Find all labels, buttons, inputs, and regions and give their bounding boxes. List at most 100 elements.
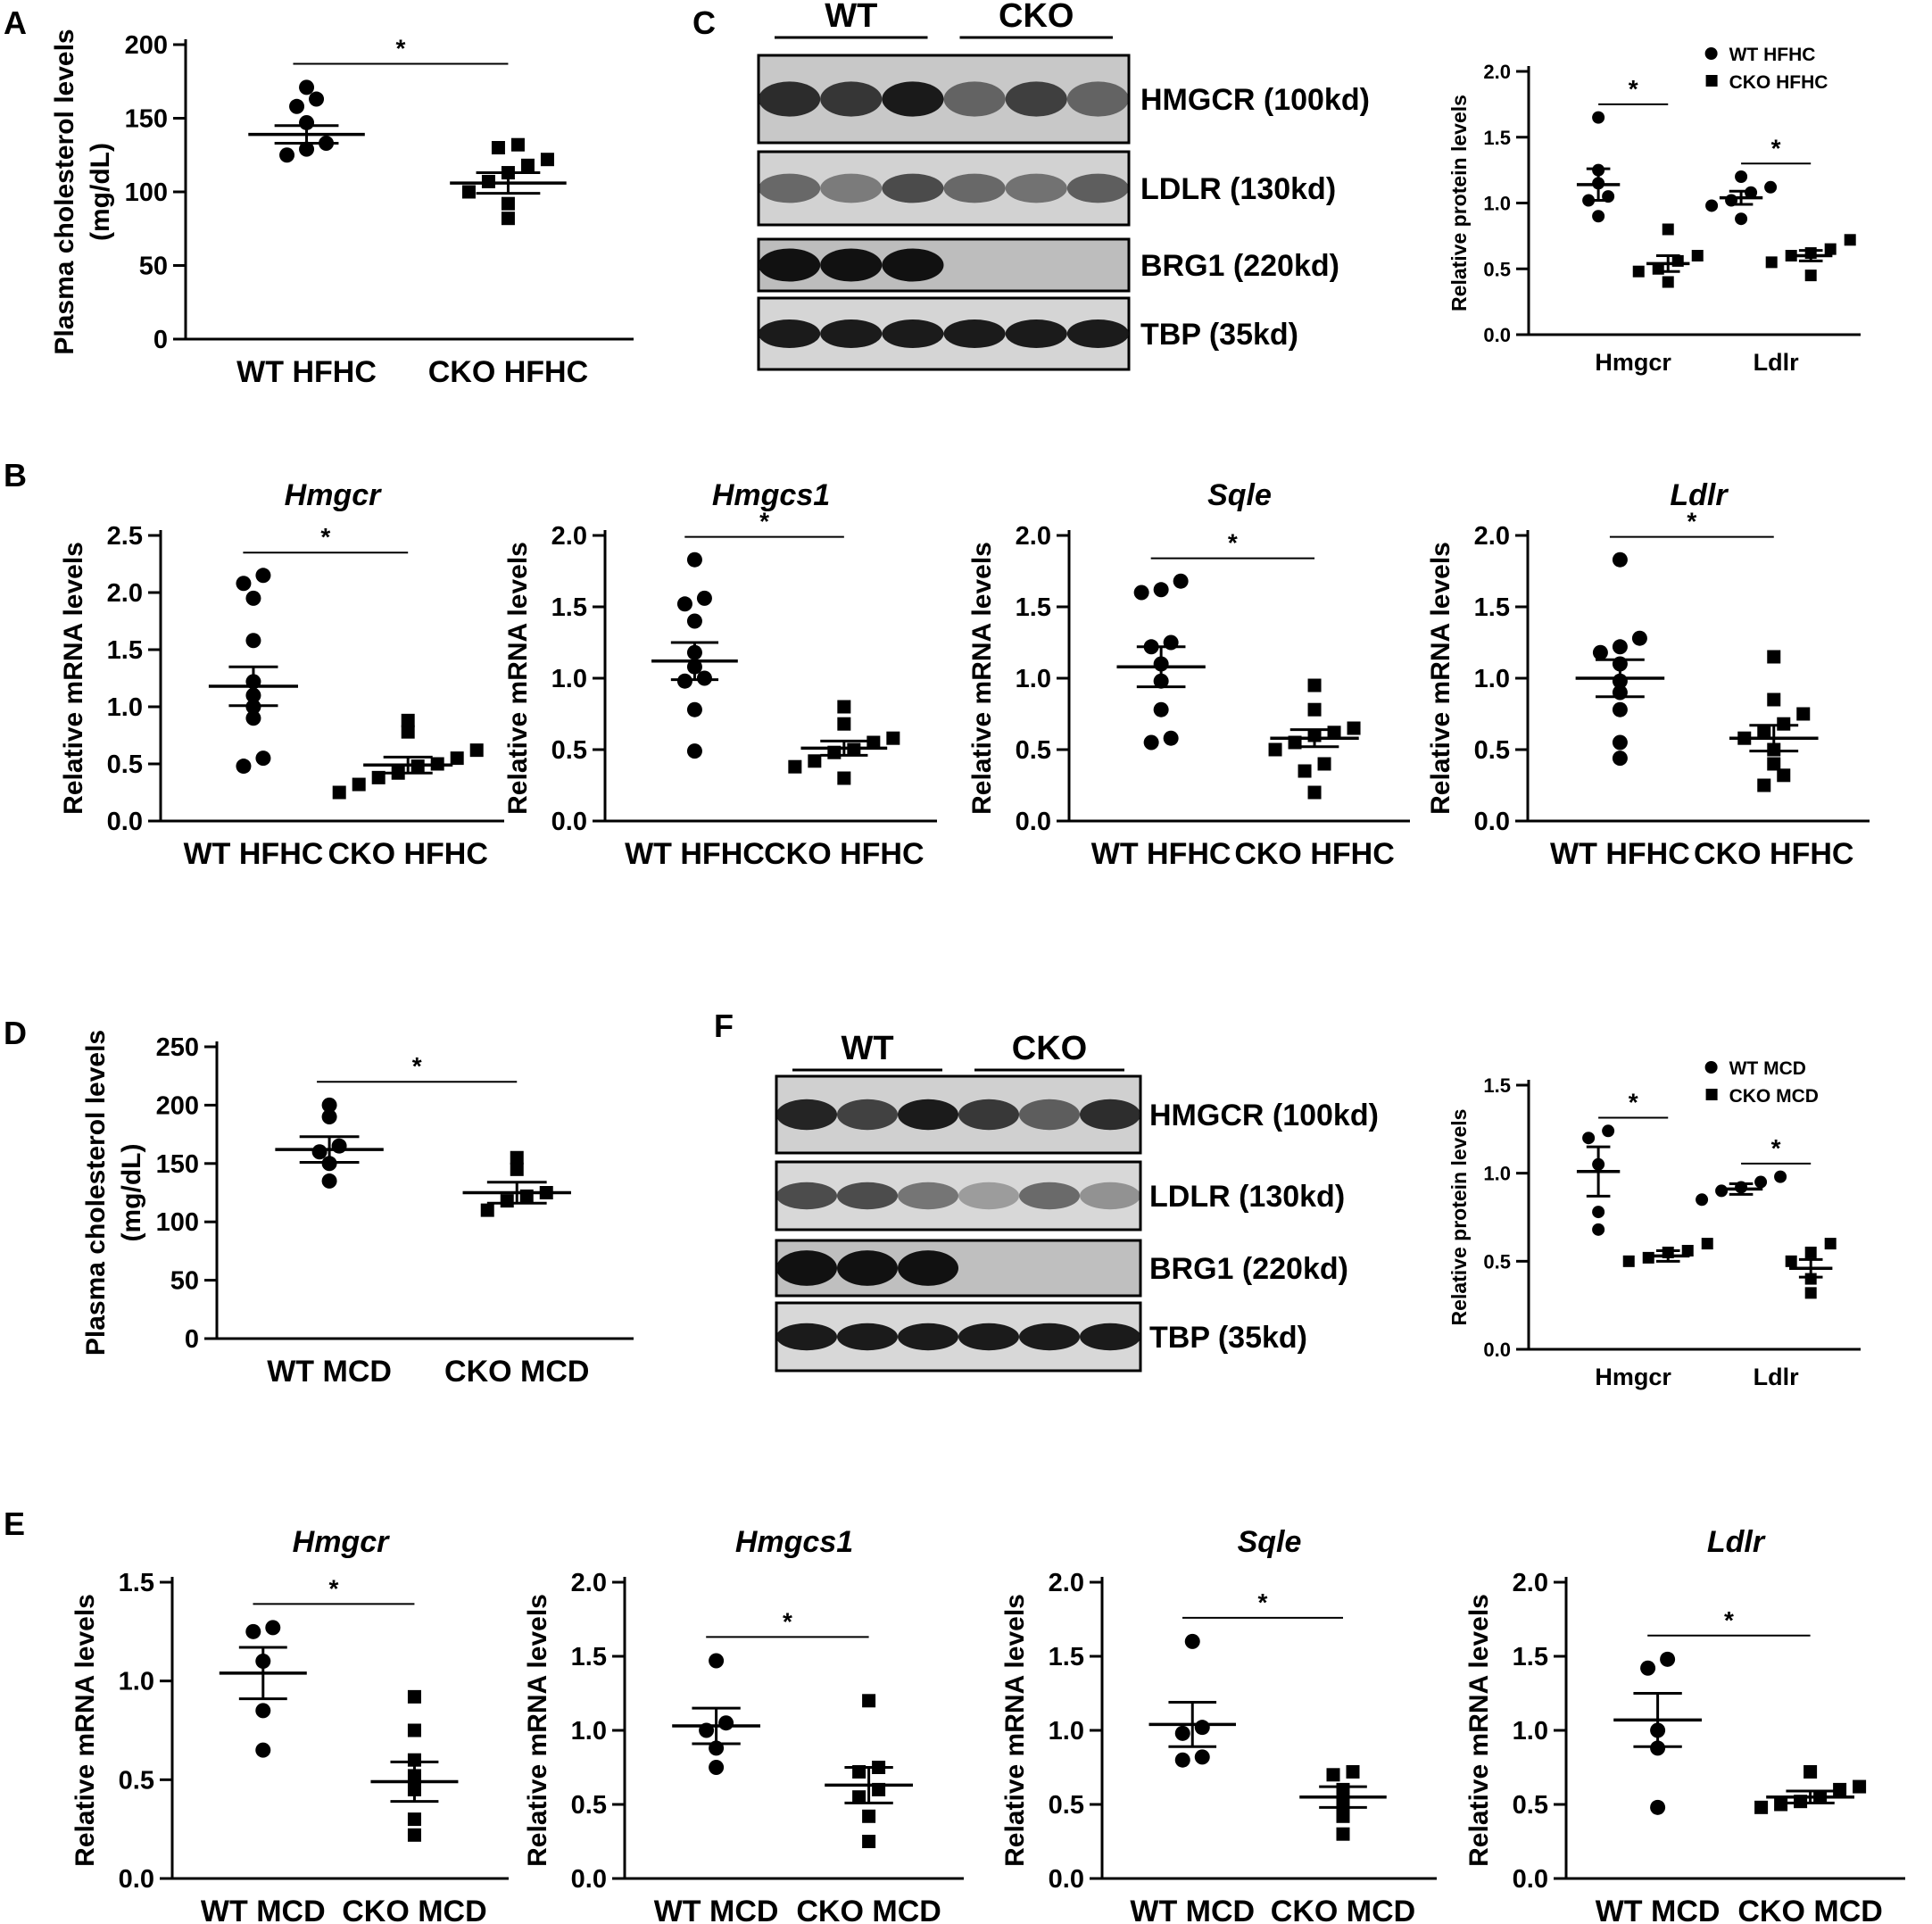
chart-title: Hmgcs1 <box>735 1525 853 1559</box>
data-point-square <box>407 1812 421 1827</box>
data-point-square <box>886 731 900 745</box>
blot-row-label: LDLR (130kd) <box>1149 1180 1345 1214</box>
significance-star: * <box>329 1574 339 1602</box>
blot-band <box>943 81 1006 117</box>
y-tick-label: 50 <box>139 253 168 281</box>
y-tick-label: 1.0 <box>1049 1717 1084 1746</box>
data-point-circle <box>686 701 702 717</box>
data-point-circle <box>265 1620 281 1636</box>
data-point-circle <box>1735 170 1748 183</box>
data-point-square <box>510 137 525 152</box>
x-category-label: CKO MCD <box>342 1895 486 1924</box>
chart-title: Ldlr <box>1670 478 1729 512</box>
data-point-square <box>1777 768 1791 783</box>
y-tick-label: 1.0 <box>1483 1163 1511 1185</box>
blot-band <box>898 1099 958 1131</box>
data-point-square <box>401 725 415 739</box>
chart-b2: 0.0 0.5 1.0 1.5 2.0 Relative mRNA levels Hmgcs… <box>503 478 937 871</box>
x-category-label: Ldlr <box>1754 1364 1799 1390</box>
lane-label: WT <box>825 0 877 35</box>
data-point-square <box>1691 250 1704 261</box>
data-point-circle <box>686 613 702 629</box>
chart-title: Hmgcr <box>293 1525 390 1559</box>
data-point-circle <box>718 1715 734 1731</box>
lane-label: CKO <box>999 0 1074 35</box>
y-tick-label: 0 <box>185 1325 199 1354</box>
blot-band <box>958 1099 1019 1131</box>
data-point-square <box>1632 265 1645 278</box>
data-point-circle <box>1612 734 1628 751</box>
data-point-circle <box>1592 1223 1605 1236</box>
y-tick-label: 150 <box>125 105 168 134</box>
data-point-square <box>1298 764 1312 778</box>
x-category-label: WT HFHC <box>625 837 765 871</box>
x-category-label: CKO MCD <box>444 1355 589 1389</box>
blot-band <box>1019 1182 1080 1210</box>
data-point-circle <box>1184 1633 1200 1649</box>
data-point-square <box>480 1203 494 1217</box>
y-tick-label: 0.5 <box>107 751 143 779</box>
data-point-circle <box>1143 734 1159 751</box>
legend-label: WT MCD <box>1729 1058 1806 1079</box>
y-tick-label: 0.0 <box>1483 324 1511 346</box>
lane-label: WT <box>841 1030 893 1067</box>
panel-letter-c: C <box>692 4 716 41</box>
x-category-label: Hmgcr <box>1595 1364 1671 1390</box>
y-tick-label: 50 <box>170 1267 199 1296</box>
blot-band <box>882 248 944 282</box>
data-point-square <box>1767 757 1781 771</box>
y-tick-label: 200 <box>125 31 168 60</box>
data-point-square <box>461 185 476 199</box>
significance-star: * <box>783 1607 792 1635</box>
data-point-square <box>1701 1238 1713 1250</box>
data-point-circle <box>255 751 271 767</box>
blot-band <box>1066 173 1129 203</box>
lane-label: CKO <box>1012 1030 1087 1067</box>
blot-row-label: BRG1 (220kd) <box>1140 249 1339 283</box>
y-tick-label: 1.5 <box>571 1643 607 1671</box>
panel-letter-b: B <box>4 457 27 493</box>
blot-band <box>898 1250 958 1286</box>
chart-title: Sqle <box>1207 478 1272 512</box>
data-point-square <box>1754 1800 1769 1814</box>
blot-band <box>1005 319 1067 348</box>
data-point-square <box>407 1828 421 1842</box>
significance-star: * <box>1771 1134 1781 1162</box>
y-tick-label: 2.5 <box>107 522 143 551</box>
data-point-circle <box>709 1760 725 1775</box>
data-point-square <box>332 785 346 800</box>
x-category-label: WT HFHC <box>236 355 377 389</box>
data-point-circle <box>1650 1740 1666 1756</box>
y-tick-label: 2.0 <box>1513 1569 1548 1597</box>
y-tick-label: 1.0 <box>1016 665 1051 693</box>
data-point-circle <box>1133 585 1149 601</box>
data-point-square <box>1662 223 1674 236</box>
data-point-square <box>540 153 554 167</box>
legend-label: CKO MCD <box>1729 1086 1819 1107</box>
data-point-circle <box>709 1653 725 1669</box>
y-tick-label: 0.5 <box>1049 1791 1084 1820</box>
data-point-square <box>500 1194 514 1208</box>
blot-band <box>1005 173 1067 203</box>
y-tick-label: 0.0 <box>1474 808 1510 836</box>
blot-row-label: TBP (35kd) <box>1149 1321 1307 1355</box>
data-point-circle <box>1592 111 1605 124</box>
blot-band <box>958 1323 1019 1351</box>
y-tick-label: 1.0 <box>1513 1717 1548 1746</box>
y-tick-label: 1.5 <box>1049 1643 1084 1671</box>
blots-layer: WT CKO HMGCR (100kd) LDLR (130kd) BRG1 (220k… <box>757 0 1379 1373</box>
data-point-square <box>1307 678 1322 692</box>
data-point-circle <box>1650 1799 1666 1815</box>
blot-row-label: HMGCR (100kd) <box>1149 1099 1379 1132</box>
y-tick-label: 200 <box>156 1091 199 1120</box>
y-tick-label: 0.5 <box>571 1791 607 1820</box>
chart-title: Hmgcr <box>285 478 382 512</box>
data-point-square <box>866 735 881 750</box>
blot-row-label: LDLR (130kd) <box>1140 172 1336 206</box>
data-point-square <box>1347 721 1361 735</box>
data-point-square <box>1757 778 1771 792</box>
blot-band <box>759 173 821 203</box>
data-point-square <box>808 754 822 768</box>
panel-letter-e: E <box>4 1505 25 1542</box>
data-point-circle <box>696 590 712 606</box>
